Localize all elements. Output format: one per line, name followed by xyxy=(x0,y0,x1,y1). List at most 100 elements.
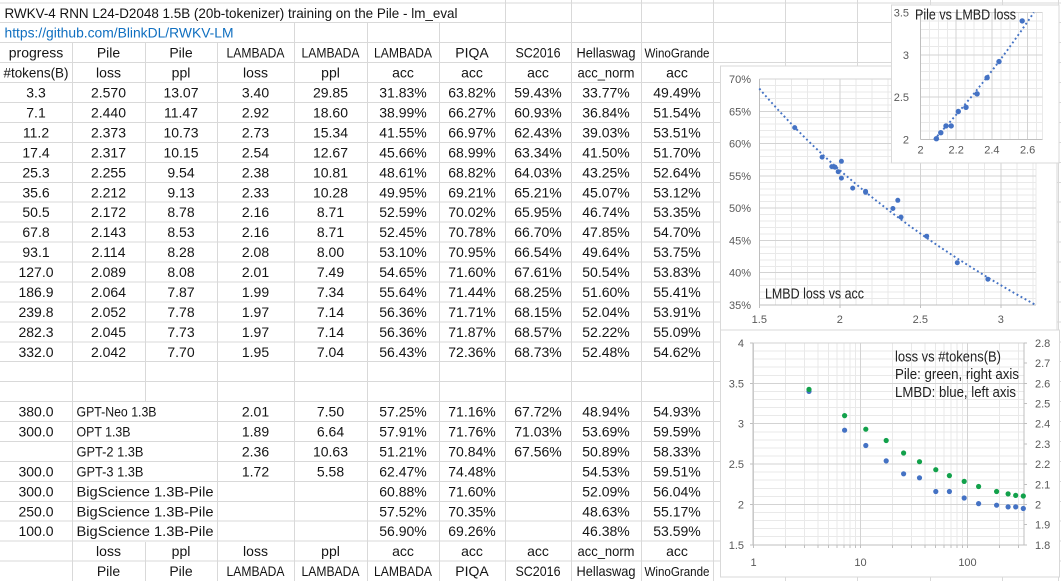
svg-text:53.69%: 53.69% xyxy=(582,424,629,440)
svg-text:300.0: 300.0 xyxy=(18,424,53,440)
svg-text:8.08: 8.08 xyxy=(167,264,194,280)
svg-text:2.36: 2.36 xyxy=(242,443,269,459)
svg-text:2: 2 xyxy=(738,499,744,511)
svg-text:56.04%: 56.04% xyxy=(653,483,700,499)
svg-text:71.60%: 71.60% xyxy=(448,264,495,280)
svg-text:59.51%: 59.51% xyxy=(653,463,700,479)
svg-text:2.570: 2.570 xyxy=(91,85,126,101)
svg-text:56.43%: 56.43% xyxy=(379,344,426,360)
svg-text:10.15: 10.15 xyxy=(163,144,198,160)
svg-text:62.47%: 62.47% xyxy=(379,463,426,479)
svg-text:46.38%: 46.38% xyxy=(582,523,629,539)
svg-text:7.1: 7.1 xyxy=(26,105,46,121)
svg-text:2.4: 2.4 xyxy=(984,145,999,157)
svg-text:65.95%: 65.95% xyxy=(514,204,561,220)
svg-text:45.07%: 45.07% xyxy=(582,184,629,200)
svg-text:1.97: 1.97 xyxy=(242,324,269,340)
svg-text:50.54%: 50.54% xyxy=(582,264,629,280)
svg-text:2.4: 2.4 xyxy=(1035,419,1050,431)
svg-text:1.97: 1.97 xyxy=(242,304,269,320)
svg-text:70.02%: 70.02% xyxy=(448,204,495,220)
svg-text:2.08: 2.08 xyxy=(242,244,269,260)
svg-text:7.73: 7.73 xyxy=(167,324,194,340)
svg-text:LAMBADA: LAMBADA xyxy=(302,45,361,61)
svg-text:acc: acc xyxy=(392,65,414,81)
svg-text:2: 2 xyxy=(1035,499,1041,511)
svg-text:74.48%: 74.48% xyxy=(448,463,495,479)
svg-text:9.54: 9.54 xyxy=(167,164,194,180)
svg-text:58.33%: 58.33% xyxy=(653,443,700,459)
svg-text:54.93%: 54.93% xyxy=(653,404,700,420)
svg-text:3: 3 xyxy=(738,419,744,431)
svg-text:68.73%: 68.73% xyxy=(514,344,561,360)
svg-text:60.93%: 60.93% xyxy=(514,105,561,121)
svg-text:380.0: 380.0 xyxy=(18,404,53,420)
svg-text:59.59%: 59.59% xyxy=(653,424,700,440)
svg-text:acc: acc xyxy=(392,543,414,559)
svg-text:71.03%: 71.03% xyxy=(514,424,561,440)
svg-text:332.0: 332.0 xyxy=(18,344,53,360)
svg-text:1.89: 1.89 xyxy=(242,424,269,440)
svg-text:2.6: 2.6 xyxy=(1020,145,1035,157)
svg-text:Hellaswag: Hellaswag xyxy=(577,45,636,61)
svg-text:LAMBADA: LAMBADA xyxy=(374,563,433,579)
svg-text:LAMBADA: LAMBADA xyxy=(374,45,433,61)
svg-text:63.34%: 63.34% xyxy=(514,144,561,160)
svg-text:48.61%: 48.61% xyxy=(379,164,426,180)
svg-text:63.82%: 63.82% xyxy=(448,85,495,101)
svg-text:Pile: Pile xyxy=(97,45,121,61)
svg-text:71.60%: 71.60% xyxy=(448,483,495,499)
svg-text:68.25%: 68.25% xyxy=(514,284,561,300)
svg-text:loss vs #tokens(B): loss vs #tokens(B) xyxy=(895,349,1001,366)
svg-text:51.60%: 51.60% xyxy=(582,284,629,300)
svg-text:53.59%: 53.59% xyxy=(653,523,700,539)
svg-text:48.94%: 48.94% xyxy=(582,404,629,420)
svg-text:186.9: 186.9 xyxy=(18,284,53,300)
svg-text:31.83%: 31.83% xyxy=(379,85,426,101)
svg-text:53.83%: 53.83% xyxy=(653,264,700,280)
svg-text:55%: 55% xyxy=(729,171,751,183)
svg-text:53.51%: 53.51% xyxy=(653,124,700,140)
svg-text:8.53: 8.53 xyxy=(167,224,194,240)
svg-text:52.48%: 52.48% xyxy=(582,344,629,360)
svg-text:loss: loss xyxy=(243,543,268,559)
svg-text:49.49%: 49.49% xyxy=(653,85,700,101)
svg-text:2.5: 2.5 xyxy=(1035,399,1050,411)
svg-text:2.052: 2.052 xyxy=(91,304,126,320)
svg-text:2.045: 2.045 xyxy=(91,324,126,340)
svg-text:7.14: 7.14 xyxy=(317,324,344,340)
svg-text:7.04: 7.04 xyxy=(317,344,344,360)
svg-text:2.255: 2.255 xyxy=(91,164,126,180)
svg-text:59.43%: 59.43% xyxy=(514,85,561,101)
svg-text:49.95%: 49.95% xyxy=(379,184,426,200)
svg-text:8.28: 8.28 xyxy=(167,244,194,260)
svg-text:2.114: 2.114 xyxy=(92,244,126,260)
svg-text:2.7: 2.7 xyxy=(1035,358,1050,370)
svg-text:282.3: 282.3 xyxy=(18,324,53,340)
svg-text:46.74%: 46.74% xyxy=(582,204,629,220)
svg-text:acc: acc xyxy=(461,65,483,81)
svg-text:250.0: 250.0 xyxy=(18,503,53,519)
svg-text:2.33: 2.33 xyxy=(242,184,269,200)
svg-text:52.64%: 52.64% xyxy=(653,164,700,180)
svg-text:Pile: Pile xyxy=(97,563,121,579)
svg-text:1.95: 1.95 xyxy=(242,344,269,360)
svg-text:41.50%: 41.50% xyxy=(582,144,629,160)
svg-text:acc: acc xyxy=(527,65,549,81)
svg-text:2.01: 2.01 xyxy=(242,264,269,280)
svg-text:11.2: 11.2 xyxy=(23,124,49,140)
svg-text:69.21%: 69.21% xyxy=(448,184,495,200)
svg-text:GPT-Neo 1.3B: GPT-Neo 1.3B xyxy=(77,404,157,420)
svg-text:57.91%: 57.91% xyxy=(379,424,426,440)
svg-text:12.67: 12.67 xyxy=(313,144,348,160)
svg-text:55.17%: 55.17% xyxy=(653,503,700,519)
svg-text:60.88%: 60.88% xyxy=(379,483,426,499)
svg-text:PIQA: PIQA xyxy=(455,563,489,579)
svg-text:71.71%: 71.71% xyxy=(448,304,495,320)
svg-text:LMBD loss vs acc: LMBD loss vs acc xyxy=(765,286,864,303)
svg-text:38.99%: 38.99% xyxy=(379,105,426,121)
svg-text:OPT 1.3B: OPT 1.3B xyxy=(77,424,131,440)
svg-text:67.8: 67.8 xyxy=(22,224,49,240)
svg-text:66.97%: 66.97% xyxy=(448,124,495,140)
svg-text:RWKV-4 RNN L24-D2048 1.5B (20b: RWKV-4 RNN L24-D2048 1.5B (20b-tokenizer… xyxy=(5,5,458,21)
